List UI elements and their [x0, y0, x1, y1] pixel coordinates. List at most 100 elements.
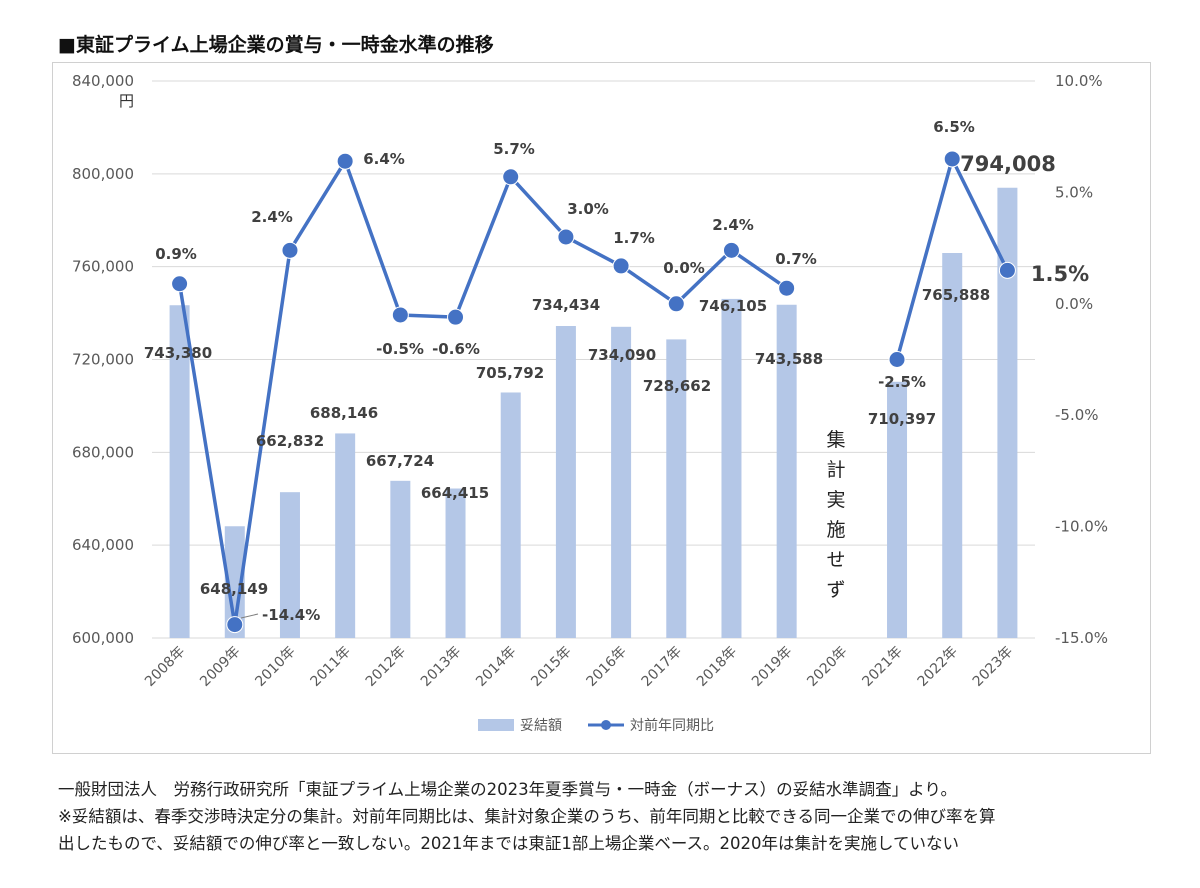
footnote-line-1: ※妥結額は、春季交渉時決定分の集計。対前年同期比は、集計対象企業のうち、前年同期…: [58, 807, 996, 826]
y-left-tick-label: 760,000: [72, 258, 134, 276]
annotation-2020-char: ず: [826, 579, 845, 601]
x-tick-label: 2020年: [804, 644, 850, 690]
x-tick-label: 2018年: [694, 644, 740, 690]
y-right-tick-label: -10.0%: [1055, 518, 1108, 536]
line-point-2012年: [391, 306, 409, 324]
x-tick-label: 2023年: [970, 644, 1016, 690]
bar-value-label: 648,149: [200, 580, 268, 598]
bar-value-label: 794,008: [960, 152, 1056, 176]
bar-value-label: 664,415: [421, 484, 489, 502]
line-point-2021年: [888, 351, 906, 368]
bar-value-label: 667,724: [366, 452, 434, 470]
line-point-2023年: [998, 261, 1016, 279]
bar-value-label: 728,662: [643, 377, 711, 395]
y-right-tick-label: -15.0%: [1055, 629, 1108, 647]
bar-2010年: [279, 492, 300, 638]
bar-value-label: 765,888: [922, 286, 990, 304]
line-value-label: 0.9%: [155, 245, 197, 263]
line-point-2015年: [557, 228, 575, 246]
annotation-2020-char: 計: [826, 459, 845, 481]
y-right-tick-label: 10.0%: [1055, 72, 1103, 90]
line-point-2008年: [171, 275, 189, 293]
line-point-2009年: [226, 616, 244, 634]
y-right-tick-label: 5.0%: [1055, 183, 1093, 201]
x-tick-label: 2015年: [528, 644, 574, 690]
x-tick-label: 2013年: [418, 644, 464, 690]
bar-value-label: 710,397: [868, 410, 936, 428]
bar-value-label: 746,105: [699, 297, 767, 315]
line-point-2014年: [502, 168, 520, 186]
y-left-tick-label: 640,000: [72, 536, 134, 554]
bar-value-label: 743,588: [755, 350, 823, 368]
line-value-label: 1.5%: [1031, 262, 1089, 286]
bar-2011年: [335, 433, 356, 638]
bar-2012年: [390, 480, 411, 638]
y-left-tick-label: 600,000: [72, 629, 134, 647]
legend-line-label: 対前年同期比: [630, 717, 714, 734]
annotation-2020-char: せ: [826, 549, 845, 571]
chart-title: ■東証プライム上場企業の賞与・一時金水準の推移: [58, 34, 494, 56]
bar-value-label: 743,380: [144, 344, 212, 362]
line-value-label: 5.7%: [493, 140, 535, 158]
legend-line-marker: [601, 720, 611, 730]
bar-2018年: [721, 298, 742, 638]
bar-2013年: [445, 488, 466, 638]
x-tick-label: 2012年: [363, 644, 409, 690]
source-note: 一般財団法人 労務行政研究所「東証プライム上場企業の2023年夏季賞与・一時金（…: [58, 780, 958, 799]
line-value-label: 0.7%: [775, 250, 817, 268]
bar-2014年: [500, 392, 521, 638]
legend-bar-swatch: [478, 719, 514, 731]
y-left-tick-label: 720,000: [72, 351, 134, 369]
x-tick-label: 2009年: [197, 644, 243, 690]
x-tick-label: 2016年: [584, 644, 630, 690]
line-value-label: 2.4%: [712, 216, 754, 234]
bar-2017年: [666, 339, 687, 638]
bar-2015年: [555, 326, 576, 638]
line-value-label: -0.6%: [432, 340, 480, 358]
annotation-2020-char: 集: [826, 429, 845, 451]
x-tick-label: 2017年: [639, 644, 685, 690]
bar-value-label: 688,146: [310, 404, 378, 422]
chart-frame: [52, 62, 1151, 754]
line-point-2016年: [612, 257, 630, 275]
line-point-2019年: [778, 279, 796, 297]
x-tick-label: 2014年: [473, 644, 519, 690]
line-value-label: 6.5%: [933, 118, 975, 136]
bar-value-label: 734,434: [532, 296, 600, 314]
bar-2009年: [224, 526, 245, 638]
y-left-tick-label: 680,000: [72, 443, 134, 461]
line-value-label: -14.4%: [262, 606, 320, 624]
y-left-tick-label: 840,000: [72, 72, 134, 90]
bar-2022年: [942, 253, 963, 639]
line-point-2018年: [722, 241, 740, 259]
line-value-label: -0.5%: [376, 340, 424, 358]
bar-2021年: [887, 381, 908, 638]
bar-2019年: [776, 304, 797, 638]
line-point-2011年: [336, 152, 354, 170]
bar-value-label: 705,792: [476, 364, 544, 382]
line-value-label: -2.5%: [878, 373, 926, 391]
x-tick-label: 2010年: [252, 644, 298, 690]
line-value-label: 3.0%: [567, 200, 609, 218]
y-left-unit: 円: [119, 92, 134, 110]
line-value-label: 0.0%: [663, 259, 705, 277]
y-right-tick-label: 0.0%: [1055, 295, 1093, 313]
label-leader-line: [240, 613, 259, 619]
legend-bar-label: 妥結額: [520, 718, 562, 734]
line-value-label: 1.7%: [613, 229, 655, 247]
bar-value-label: 662,832: [256, 432, 324, 450]
line-value-label: 2.4%: [251, 208, 293, 226]
x-tick-label: 2011年: [308, 644, 354, 690]
x-tick-label: 2019年: [749, 644, 795, 690]
bar-2016年: [611, 326, 632, 638]
x-tick-label: 2021年: [859, 644, 905, 690]
line-point-2010年: [281, 241, 299, 259]
annotation-2020-char: 実: [826, 489, 845, 511]
footnote-line-2: 出したもので、妥結額での伸び率と一致しない。2021年までは東証1部上場企業ベー…: [58, 834, 960, 853]
x-tick-label: 2008年: [142, 644, 188, 690]
series-line: [177, 159, 788, 627]
x-tick-label: 2022年: [915, 644, 961, 690]
line-value-label: 6.4%: [363, 150, 405, 168]
bar-value-label: 734,090: [588, 346, 656, 364]
